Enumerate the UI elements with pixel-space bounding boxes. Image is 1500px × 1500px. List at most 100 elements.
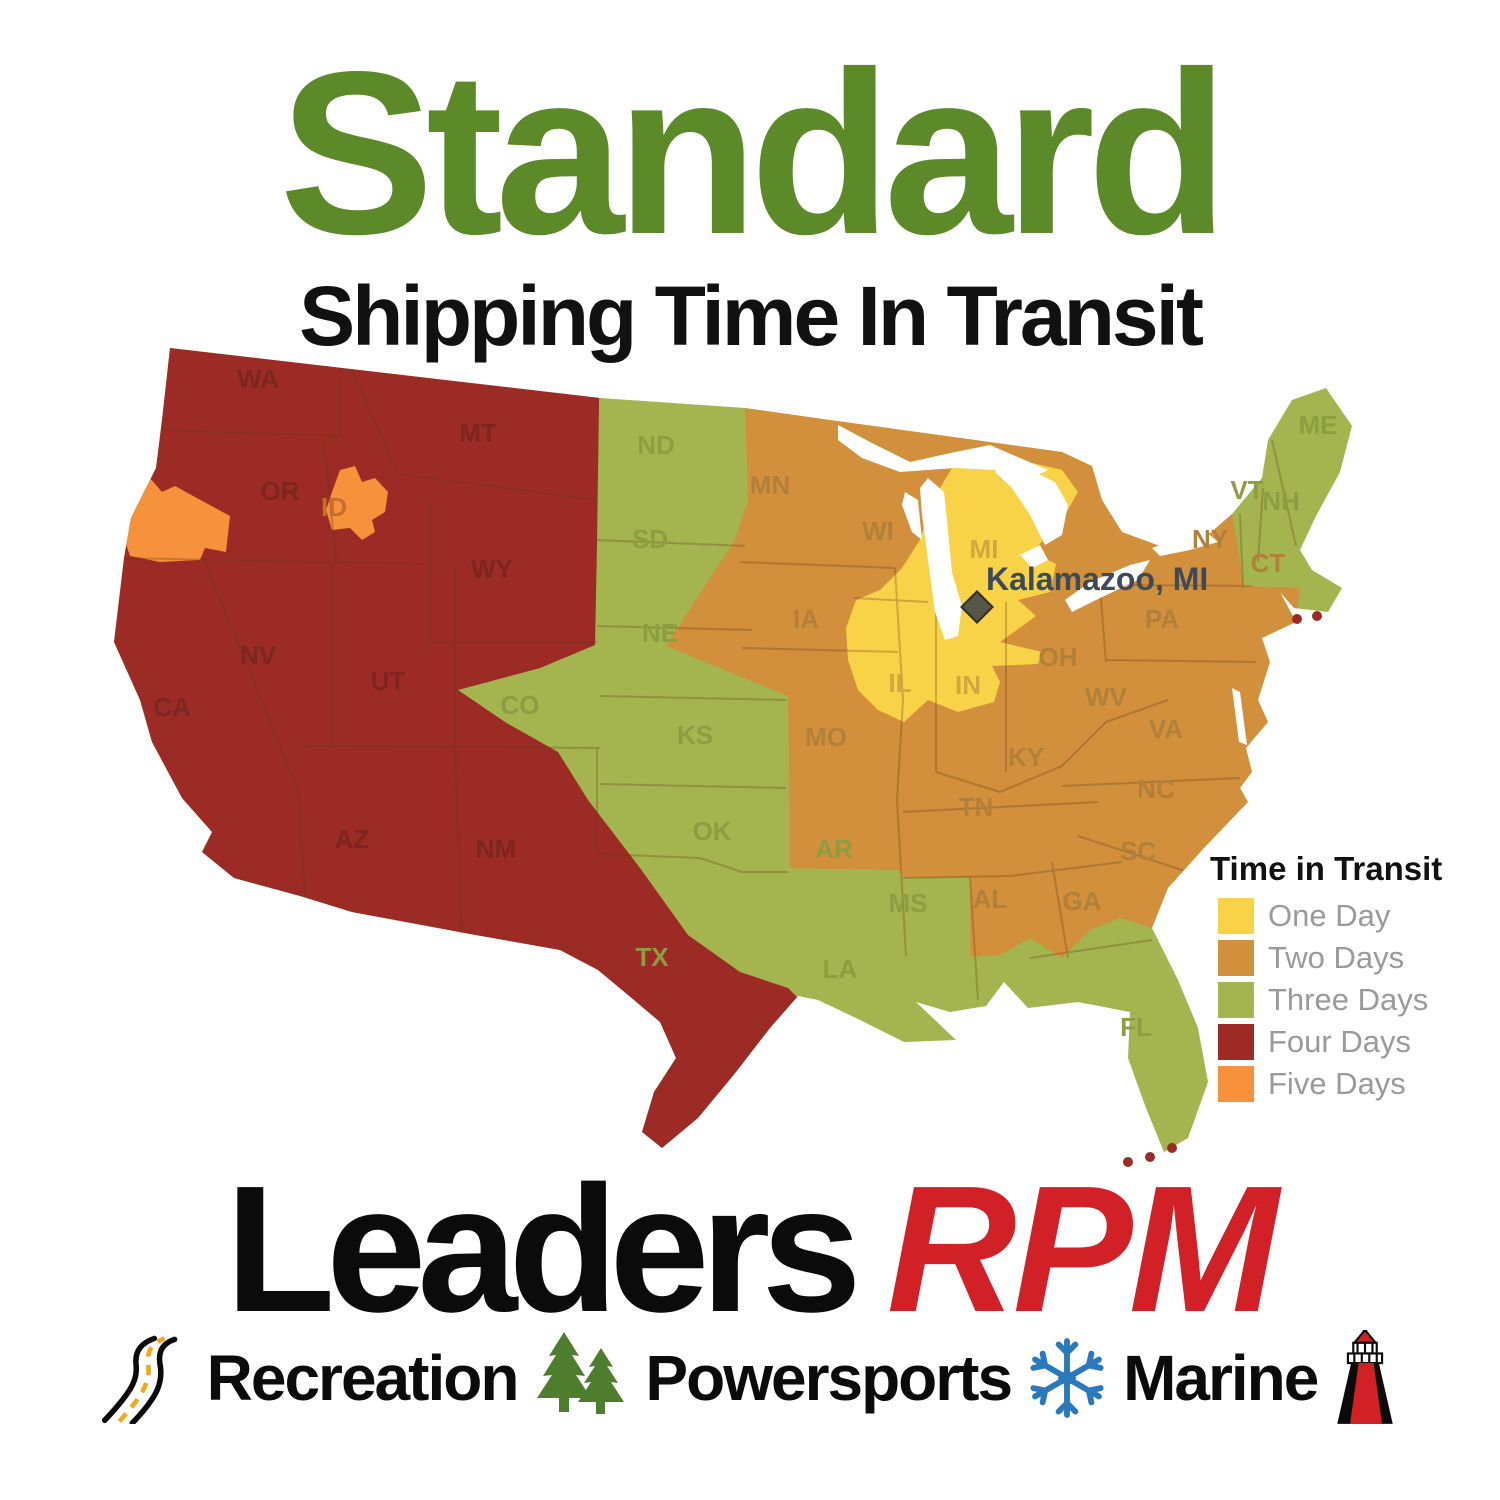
legend-item: One Day [1218,898,1442,934]
great-lakes [838,425,1247,745]
state-label-AZ: AZ [335,824,370,854]
state-label-VA: VA [1149,714,1183,744]
tagline-recreation: Recreation [206,1342,520,1414]
legend-item: Five Days [1218,1066,1442,1102]
florida-keys-dot [1167,1143,1177,1153]
state-label-PA: PA [1145,604,1179,634]
state-label-FL: FL [1120,1012,1152,1042]
state-label-KY: KY [1008,742,1044,772]
lake-erie [1065,560,1150,612]
florida-keys-dot [1145,1152,1155,1162]
legend-label: Two Days [1268,940,1405,975]
lake-michigan [920,478,962,640]
state-label-ID: ID [321,492,347,522]
state-label-OR: OR [261,476,300,506]
state-label-SD: SD [632,524,668,554]
state-label-WI: WI [862,516,894,546]
state-label-IL: IL [888,668,911,698]
legend-swatch-two [1218,940,1254,976]
tagline-powersports: Powersports [645,1342,1013,1414]
state-label-UT: UT [371,666,406,696]
headline-subtitle: Shipping Time In Transit [299,269,1204,363]
pine-trees-icon [537,1332,625,1414]
state-label-MS: MS [889,888,928,918]
state-labels: WA OR ID MT WY NV UT CA CO AZ NM ND SD NE KS OK TX MN WI IA… [153,364,1337,1042]
brand-tagline: Recreation Powersports Marine [0,1330,1500,1426]
state-label-CT: CT [1251,548,1286,578]
legend-label: Four Days [1268,1024,1411,1059]
legend-swatch-three [1218,982,1254,1018]
state-label-MO: MO [805,722,847,752]
lighthouse-body-face [1350,1363,1383,1424]
state-label-TN: TN [959,792,994,822]
brand-leaders: Leaders [225,1149,861,1350]
state-label-NV: NV [240,640,277,670]
state-label-CO: CO [501,690,540,720]
legend-title: Time in Transit [1210,850,1443,887]
state-borders [121,352,1297,1001]
state-label-ME: ME [1299,410,1338,440]
tagline-marine: Marine [1123,1342,1319,1414]
lake-ontario [1152,535,1218,556]
state-label-WA: WA [237,364,279,394]
brand-logo: Leaders RPM [0,1160,1500,1340]
marthas-vineyard-dot [1292,614,1302,624]
state-label-CA: CA [153,692,191,722]
legend-swatch-one [1218,898,1254,934]
state-label-NE: NE [642,618,678,648]
state-label-TX: TX [635,942,669,972]
legend-item: Four Days [1218,1024,1442,1060]
state-label-LA: LA [823,954,858,984]
state-label-MI: MI [970,534,999,564]
nantucket-dot [1312,611,1322,621]
state-label-SC: SC [1120,836,1156,866]
legend-label: Three Days [1268,982,1429,1017]
state-label-NM: NM [476,834,516,864]
headline-standard: Standard [279,24,1228,283]
state-label-OH: OH [1039,642,1078,672]
four-day-islands [1123,611,1322,1167]
state-label-NY: NY [1192,524,1228,554]
legend-swatch-five [1218,1066,1254,1102]
legend-item: Three Days [1218,982,1442,1018]
green-bay [902,492,922,540]
snowflake-icon [1030,1338,1104,1418]
lake-superior [838,425,1048,478]
state-label-IN: IN [955,670,981,700]
origin-label: Kalamazoo, MI [986,561,1208,597]
state-label-MN: MN [750,470,790,500]
florida-keys-dot [1123,1157,1133,1167]
state-label-KS: KS [677,720,713,750]
legend-swatch-four [1218,1024,1254,1060]
brand-rpm: RPM [886,1149,1279,1350]
state-label-IA: IA [793,604,819,634]
legend-label: Five Days [1268,1066,1406,1101]
headline: Standard Shipping Time In Transit [0,24,1500,363]
state-label-OK: OK [693,816,732,846]
transit-legend: Time in Transit One Day Two Days Three Day… [1210,850,1442,1108]
saginaw-bay [1020,545,1048,568]
state-label-NC: NC [1137,774,1175,804]
zone-five-days-idaho [326,466,388,540]
chesapeake-bay [1232,688,1247,745]
zone-five-days-coast [118,478,230,562]
legend-item: Two Days [1218,940,1442,976]
state-label-GA: GA [1063,886,1102,916]
lighthouse-gallery [1347,1352,1384,1365]
state-label-NH: NH [1262,486,1300,516]
lake-huron [995,462,1068,545]
zone-one-day [846,452,1078,722]
state-label-ND: ND [637,430,675,460]
state-label-VT: VT [1230,475,1263,505]
state-label-AL: AL [973,884,1008,914]
state-label-AR: AR [815,834,853,864]
state-label-MT: MT [459,418,497,448]
state-label-WY: WY [471,554,513,584]
road-icon [101,1335,178,1424]
origin-marker-diamond [960,590,994,624]
legend-label: One Day [1268,898,1391,933]
lighthouse-icon [1337,1330,1394,1424]
state-label-WV: WV [1085,682,1128,712]
